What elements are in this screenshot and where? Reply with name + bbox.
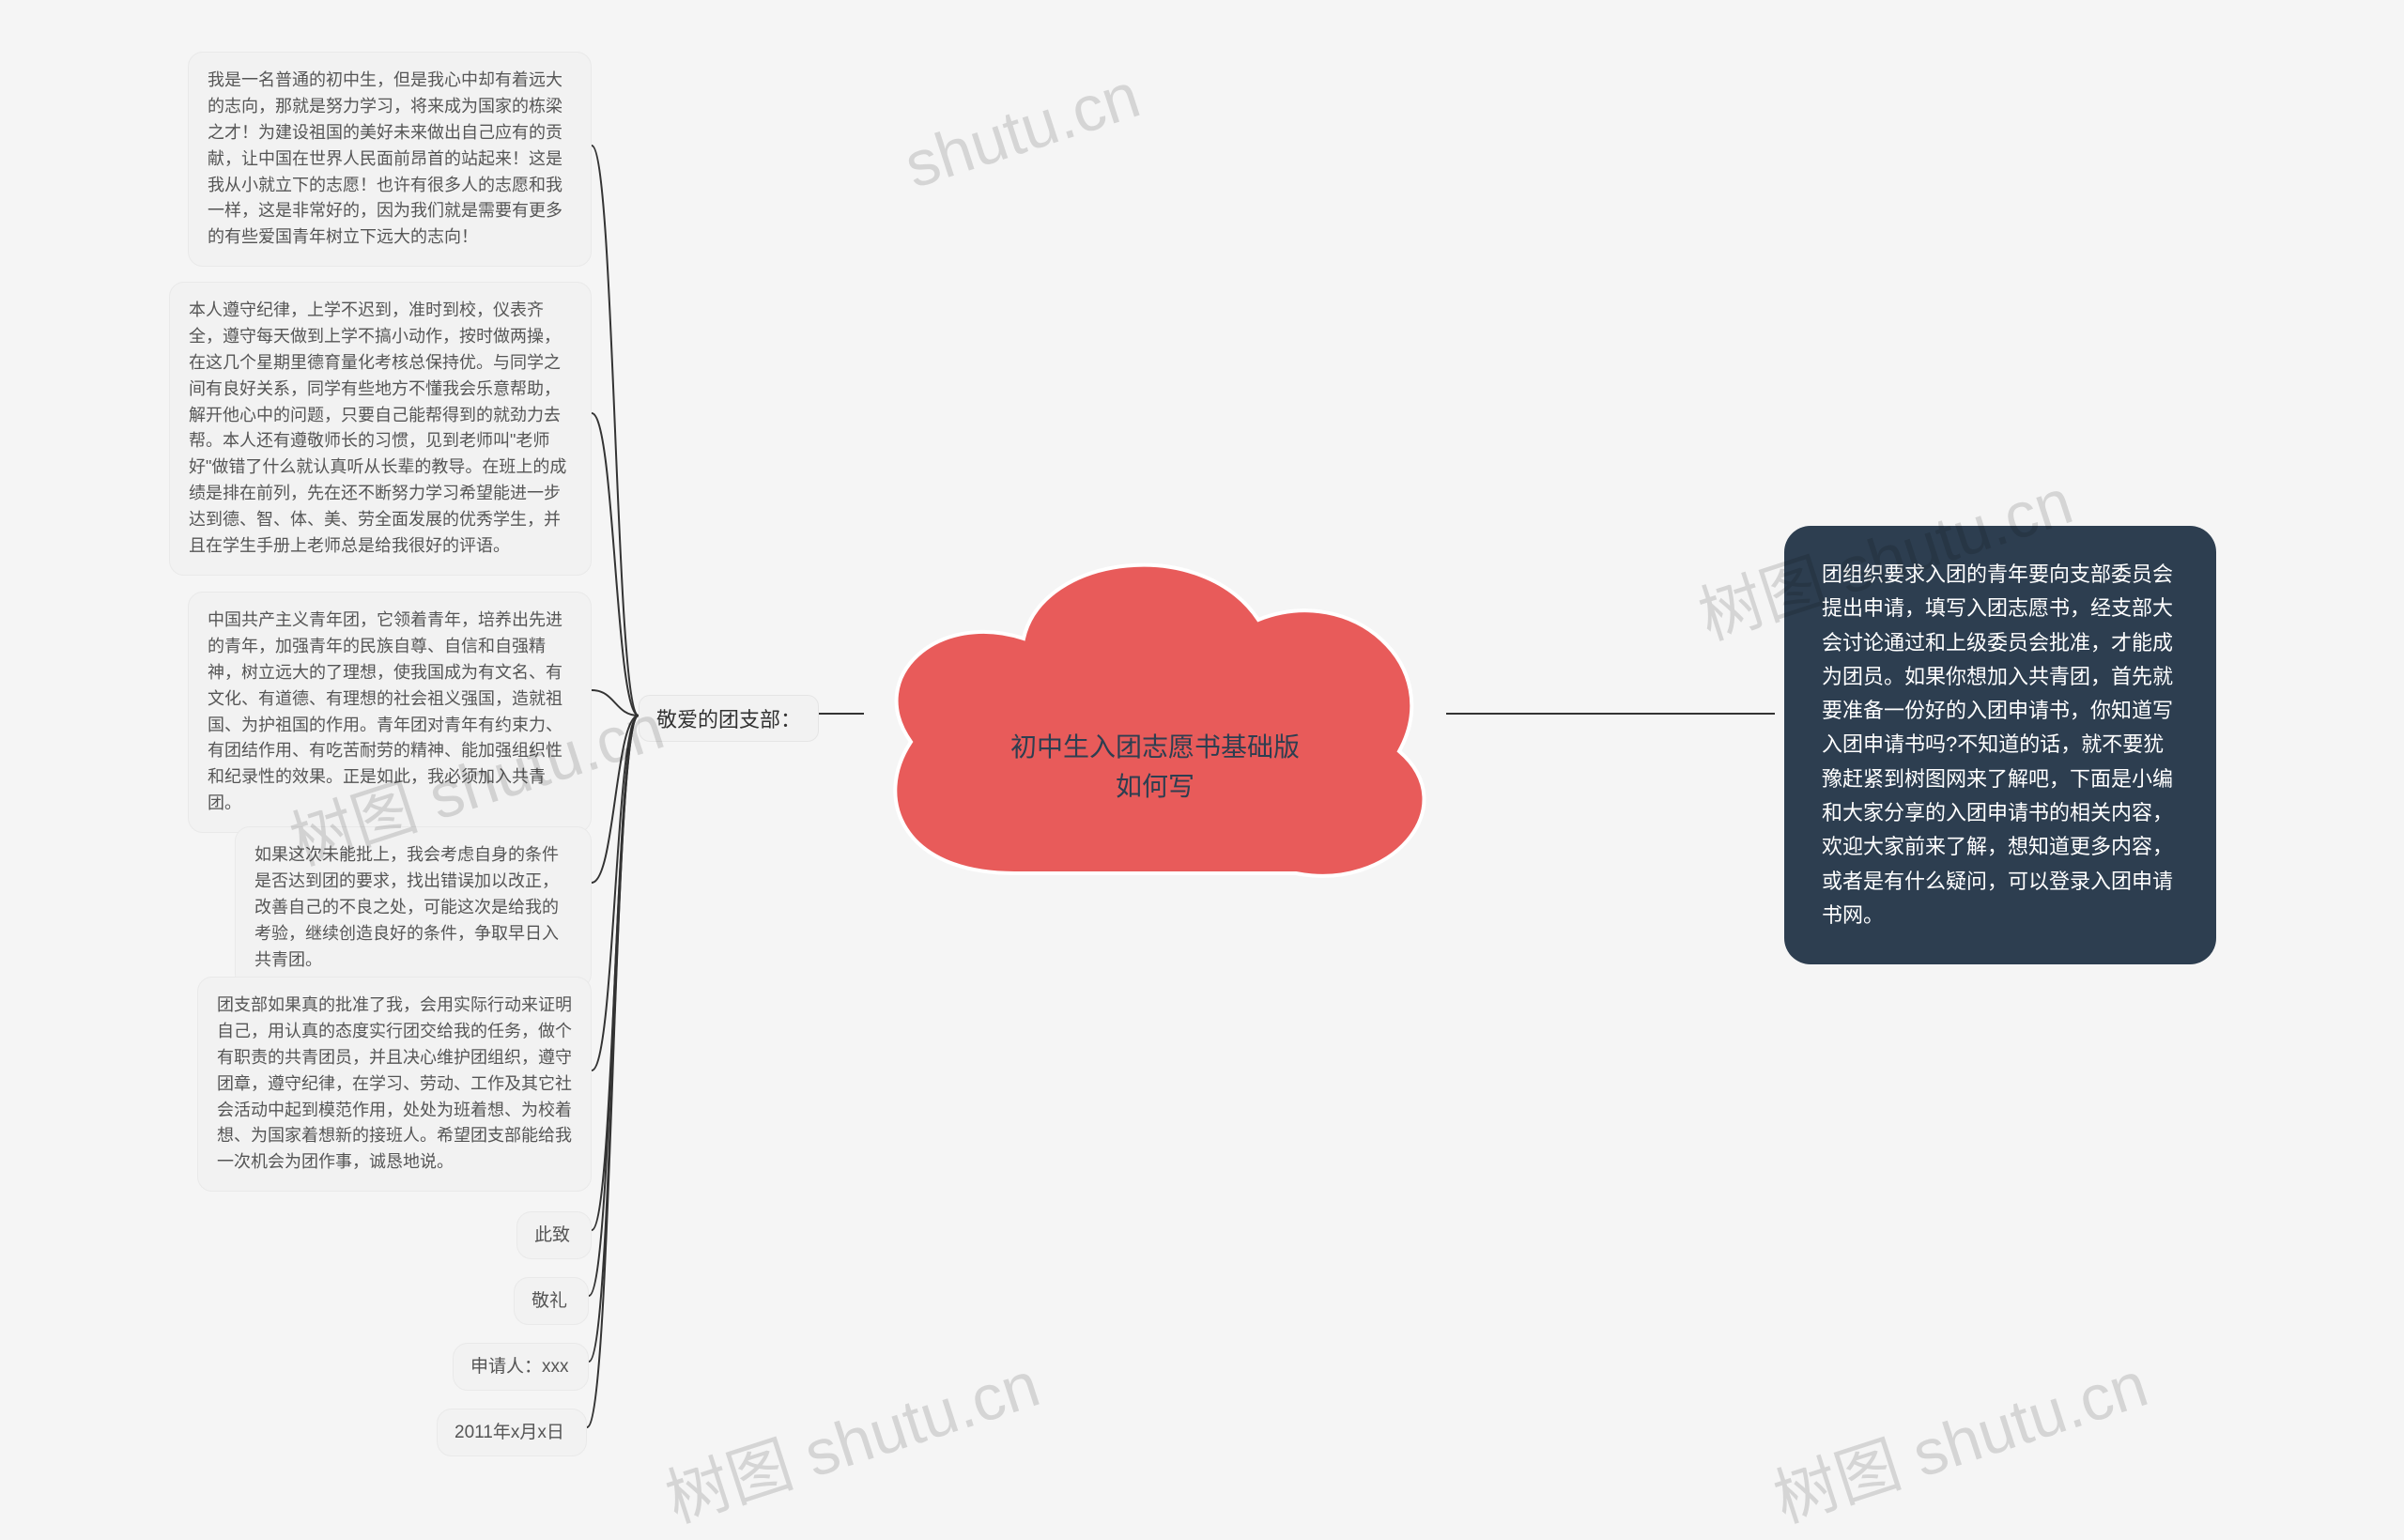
edge <box>592 716 639 883</box>
left-child-node[interactable]: 申请人：xxx <box>453 1343 589 1391</box>
edge <box>592 690 639 716</box>
left-child-node[interactable]: 2011年x月x日 <box>437 1409 587 1456</box>
edge <box>592 716 639 1070</box>
watermark: shutu.cn <box>896 58 1148 203</box>
left-child-text: 中国共产主义青年团，它领着青年，培养出先进的青年，加强青年的民族自尊、自信和自强… <box>208 610 562 812</box>
right-branch-node[interactable]: 团组织要求入团的青年要向支部委员会提出申请，填写入团志愿书，经支部大会讨论通过和… <box>1784 526 2216 964</box>
left-child-node[interactable]: 如果这次未能批上，我会考虑自身的条件是否达到团的要求，找出错误加以改正，改善自己… <box>235 826 592 989</box>
left-child-text: 申请人：xxx <box>470 1357 569 1377</box>
left-child-node[interactable]: 本人遵守纪律，上学不迟到，准时到校，仪表齐全，遵守每天做到上学不搞小动作，按时做… <box>169 282 592 576</box>
cloud-shape <box>864 516 1446 911</box>
right-branch-text: 团组织要求入团的青年要向支部委员会提出申请，填写入团志愿书，经支部大会讨论通过和… <box>1822 562 2173 927</box>
left-child-node[interactable]: 中国共产主义青年团，它领着青年，培养出先进的青年，加强青年的民族自尊、自信和自强… <box>188 592 592 833</box>
left-child-text: 团支部如果真的批准了我，会用实际行动来证明自己，用认真的态度实行团交给我的任务，… <box>217 995 572 1171</box>
left-child-text: 2011年x月x日 <box>455 1423 564 1442</box>
mindmap-canvas: 初中生入团志愿书基础版 如何写 团组织要求入团的青年要向支部委员会提出申请，填写… <box>0 0 2404 1490</box>
watermark: 树图 shutu.cn <box>1761 1332 2157 1540</box>
edge <box>592 413 639 716</box>
left-child-text: 我是一名普通的初中生，但是我心中却有着远大的志向，那就是努力学习，将来成为国家的… <box>208 70 562 246</box>
center-title: 初中生入团志愿书基础版 如何写 <box>864 728 1446 807</box>
edge <box>589 716 639 1296</box>
left-child-node[interactable]: 我是一名普通的初中生，但是我心中却有着远大的志向，那就是努力学习，将来成为国家的… <box>188 52 592 267</box>
watermark: 树图 shutu.cn <box>653 1332 1049 1540</box>
left-child-text: 此致 <box>534 1225 570 1245</box>
left-child-text: 如果这次未能批上，我会考虑自身的条件是否达到团的要求，找出错误加以改正，改善自己… <box>254 845 559 969</box>
edge <box>592 716 639 1230</box>
left-child-text: 本人遵守纪律，上学不迟到，准时到校，仪表齐全，遵守每天做到上学不搞小动作，按时做… <box>189 300 566 555</box>
left-child-node[interactable]: 此致 <box>516 1211 592 1259</box>
left-child-node[interactable]: 敬礼 <box>514 1277 589 1325</box>
edge <box>589 716 639 1362</box>
left-parent-node[interactable]: 敬爱的团支部： <box>639 695 819 742</box>
left-child-text: 敬礼 <box>532 1291 567 1311</box>
edge <box>587 716 639 1427</box>
left-parent-label: 敬爱的团支部： <box>656 708 801 732</box>
cloud-path <box>895 565 1424 876</box>
left-child-node[interactable]: 团支部如果真的批准了我，会用实际行动来证明自己，用认真的态度实行团交给我的任务，… <box>197 977 592 1192</box>
center-cloud[interactable]: 初中生入团志愿书基础版 如何写 <box>864 516 1446 911</box>
edge <box>592 146 639 716</box>
